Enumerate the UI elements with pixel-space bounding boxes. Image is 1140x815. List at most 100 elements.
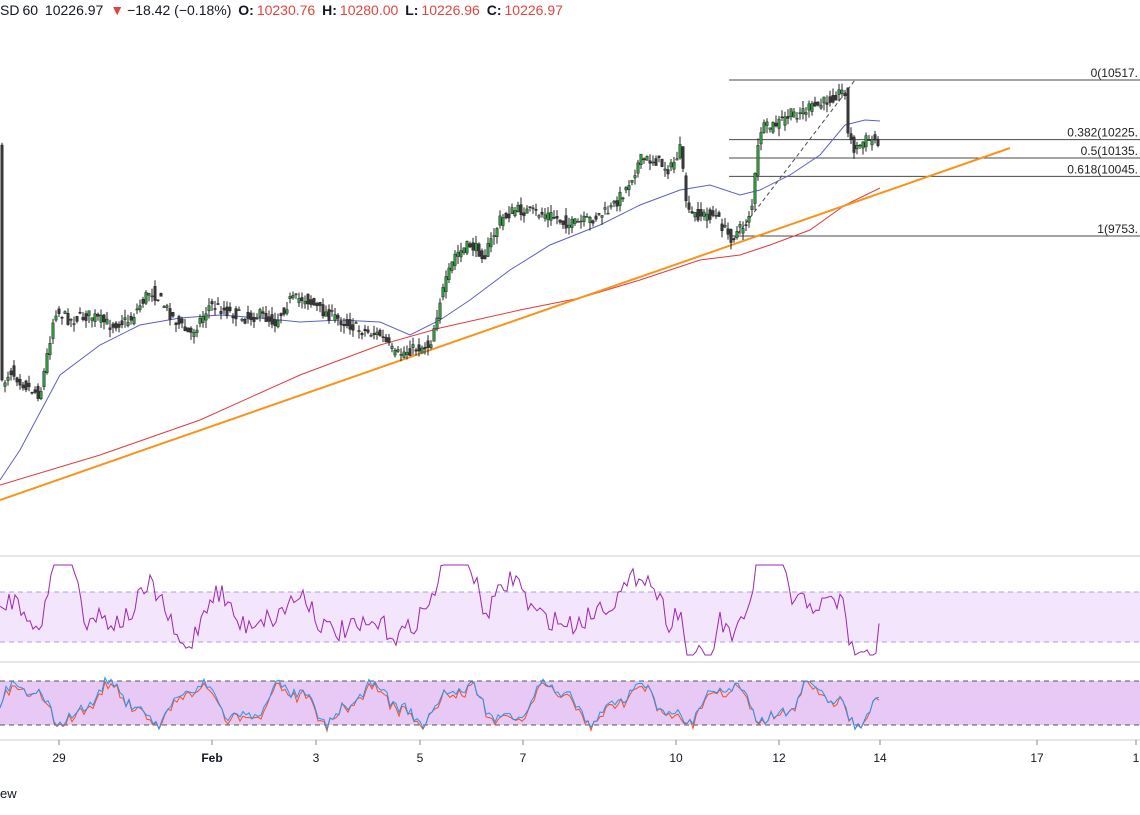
candle-body — [366, 329, 370, 333]
candle-body — [282, 307, 286, 315]
candle-body — [441, 287, 445, 298]
oscillator-pane — [0, 564, 1140, 663]
candle-body — [486, 243, 490, 257]
axis-tick-label: 10 — [669, 751, 683, 765]
candle-body — [240, 318, 244, 321]
candle-body — [624, 187, 628, 191]
candle-body — [192, 332, 196, 337]
candle-body — [564, 215, 568, 229]
interval-label[interactable]: 60 — [22, 2, 39, 18]
candle-body — [177, 316, 181, 325]
candle-body — [396, 349, 400, 352]
candle-body — [237, 309, 241, 311]
candle-body — [528, 206, 532, 208]
axis-tick-label: 14 — [873, 751, 887, 765]
candle-body — [81, 317, 85, 320]
candle-body — [33, 389, 37, 393]
candle-body — [855, 144, 859, 150]
candle-body — [678, 144, 682, 159]
candle-body — [786, 116, 790, 119]
candle-body — [285, 309, 289, 314]
candle-body — [6, 376, 10, 381]
candle-body — [384, 336, 388, 342]
candle-body — [567, 224, 571, 228]
candle-body — [819, 104, 823, 109]
candle-body — [216, 303, 220, 305]
candle-body — [144, 292, 148, 304]
candle-body — [147, 293, 151, 296]
candle-body — [195, 329, 199, 333]
candle-body — [318, 301, 322, 306]
candle-body — [126, 321, 130, 326]
candle-body — [114, 322, 118, 329]
candle-body — [744, 224, 748, 226]
candle-body — [369, 334, 373, 337]
candle-body — [18, 379, 22, 386]
candle-body — [294, 293, 298, 296]
candle-body — [462, 247, 466, 253]
candle-body — [135, 308, 139, 311]
candle-body — [336, 314, 340, 319]
candle-body — [822, 96, 826, 104]
axis-tick-label: Feb — [201, 751, 222, 765]
candle-body — [540, 211, 544, 215]
axis-tick-label: 12 — [772, 751, 786, 765]
candle-body — [702, 211, 706, 217]
candle-body — [825, 102, 829, 105]
candle-body — [669, 162, 673, 168]
candle-body — [537, 215, 541, 218]
candle-body — [474, 242, 478, 252]
candle-body — [204, 313, 208, 321]
candle-body — [309, 299, 313, 305]
candle-body — [171, 312, 175, 317]
candle-body — [345, 319, 349, 327]
candle-body — [876, 138, 880, 146]
candle-body — [597, 213, 601, 215]
candle-body — [618, 191, 622, 206]
candle-body — [378, 329, 382, 337]
candle-body — [330, 310, 334, 312]
candle-body — [723, 224, 727, 228]
candle-body — [705, 213, 709, 221]
candle-body — [639, 153, 643, 165]
candle-body — [102, 314, 106, 323]
candle-body — [672, 161, 676, 170]
last-price: 10226.97 — [44, 2, 104, 18]
candle-body — [867, 139, 871, 141]
candle-body — [381, 336, 385, 338]
candle-body — [729, 229, 733, 243]
candle-body — [798, 112, 802, 115]
candle-body — [750, 205, 754, 210]
candle-body — [840, 89, 844, 94]
candle-body — [108, 327, 112, 330]
candle-body — [45, 353, 49, 373]
candle-body — [852, 136, 856, 153]
fib-level-label: 0(10517. — [1091, 66, 1138, 80]
candle-body — [9, 370, 13, 376]
candle-body — [783, 116, 787, 126]
candle-body — [531, 207, 535, 210]
candle-body — [459, 250, 463, 258]
candle-body — [393, 349, 397, 356]
candle-body — [48, 342, 52, 356]
candle-body — [201, 316, 205, 323]
candle-body — [660, 158, 664, 168]
candle-body — [189, 327, 193, 333]
candle-body — [726, 228, 730, 235]
candle-body — [546, 212, 550, 221]
main-pane: 0(10517. 0.382(10225. 0.5(10135. 0.618(1004… — [0, 66, 1140, 557]
candle-body — [516, 204, 520, 212]
candle-body — [279, 313, 283, 317]
candle-body — [666, 169, 670, 175]
candle-body — [522, 212, 526, 217]
candle-body — [789, 108, 793, 117]
candle-body — [591, 220, 595, 224]
candle-body — [585, 216, 589, 218]
candle-body — [156, 299, 160, 302]
candle-body — [753, 173, 757, 204]
candle-body — [273, 319, 277, 327]
candle-body — [654, 158, 658, 166]
symbol-suffix[interactable]: SD — [0, 2, 20, 18]
candle-body — [150, 295, 154, 298]
